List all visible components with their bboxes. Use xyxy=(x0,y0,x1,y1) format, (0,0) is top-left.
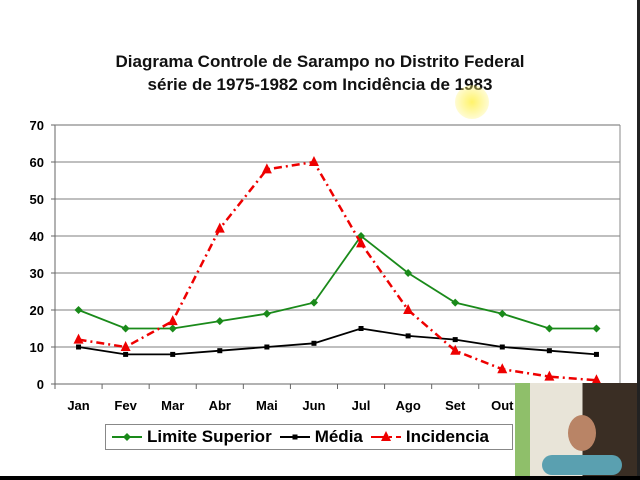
legend-label: Média xyxy=(314,427,363,446)
data-point xyxy=(544,370,555,381)
x-tick-label: Out xyxy=(491,398,514,413)
chart-title-line1: Diagrama Controle de Sarampo no Distrito… xyxy=(115,52,525,71)
chart-title: Diagrama Controle de Sarampo no Distrito… xyxy=(0,50,640,96)
legend-item: Média xyxy=(278,427,363,447)
y-tick-label: 0 xyxy=(37,377,44,392)
series-line xyxy=(78,327,597,356)
data-point xyxy=(215,317,224,326)
data-point xyxy=(261,163,272,174)
x-tick-label: Jan xyxy=(67,398,89,413)
x-tick-label: Mai xyxy=(256,398,278,413)
presenter-image xyxy=(542,415,622,475)
chart-title-line2: série de 1975-1982 com Incidência de 198… xyxy=(147,75,493,94)
data-point xyxy=(593,351,599,357)
legend-label: Incidencia xyxy=(405,427,490,446)
y-tick-label: 40 xyxy=(30,229,44,244)
legend-swatch xyxy=(370,431,401,441)
x-tick-label: Mar xyxy=(161,398,184,413)
data-point xyxy=(168,324,177,333)
data-point xyxy=(123,351,129,357)
data-point xyxy=(167,315,178,326)
series-m-dia xyxy=(76,326,599,357)
y-tick-label: 50 xyxy=(30,192,44,207)
series-line xyxy=(78,234,597,330)
data-point xyxy=(170,351,176,357)
legend-marker xyxy=(123,433,131,441)
data-point xyxy=(451,298,460,307)
data-point xyxy=(499,344,505,350)
legend-item: Limite Superior xyxy=(110,427,272,447)
data-point xyxy=(498,309,507,318)
x-tick-label: Jun xyxy=(302,398,325,413)
data-point xyxy=(405,333,411,339)
webcam-overlay xyxy=(515,383,638,476)
data-point xyxy=(311,340,317,346)
y-tick-label: 30 xyxy=(30,266,44,281)
y-tick-label: 70 xyxy=(30,118,44,133)
legend-label: Limite Superior xyxy=(147,427,272,446)
data-point xyxy=(74,306,83,314)
data-point xyxy=(452,337,458,343)
legend: Limite Superior Média Incidencia xyxy=(105,424,513,450)
bottom-bar xyxy=(0,476,640,480)
legend-marker xyxy=(380,431,391,441)
data-point xyxy=(404,269,413,277)
data-point xyxy=(73,333,84,344)
data-point xyxy=(592,324,601,333)
data-point xyxy=(214,222,225,233)
series-line xyxy=(78,160,597,382)
data-point xyxy=(358,326,364,331)
x-tick-label: Abr xyxy=(209,398,231,413)
x-tick-label: Jul xyxy=(352,398,371,413)
y-tick-label: 60 xyxy=(30,155,44,170)
y-tick-label: 10 xyxy=(30,340,44,355)
legend-swatch xyxy=(112,433,142,441)
data-point xyxy=(450,344,461,355)
data-point xyxy=(264,344,270,350)
legend-item: Incidencia xyxy=(369,427,489,447)
data-point xyxy=(217,348,223,354)
data-point xyxy=(262,309,271,318)
data-point xyxy=(121,324,130,333)
data-point xyxy=(120,341,131,351)
data-point xyxy=(497,363,508,374)
data-point xyxy=(308,156,319,166)
cursor-highlight xyxy=(455,85,489,119)
data-point xyxy=(76,344,82,350)
legend-swatch xyxy=(279,434,310,440)
y-tick-label: 20 xyxy=(30,303,44,318)
data-point xyxy=(591,374,602,385)
data-point xyxy=(403,304,414,314)
x-tick-label: Ago xyxy=(395,398,420,413)
legend-marker xyxy=(292,434,298,440)
data-point xyxy=(309,298,318,307)
x-tick-label: Set xyxy=(445,398,466,413)
series-limite-superior xyxy=(74,232,601,333)
x-tick-label: Fev xyxy=(114,398,137,413)
series-incidencia xyxy=(73,156,602,385)
data-point xyxy=(546,348,552,354)
data-point xyxy=(545,324,554,333)
data-point xyxy=(356,237,367,248)
window-edge xyxy=(637,0,640,480)
